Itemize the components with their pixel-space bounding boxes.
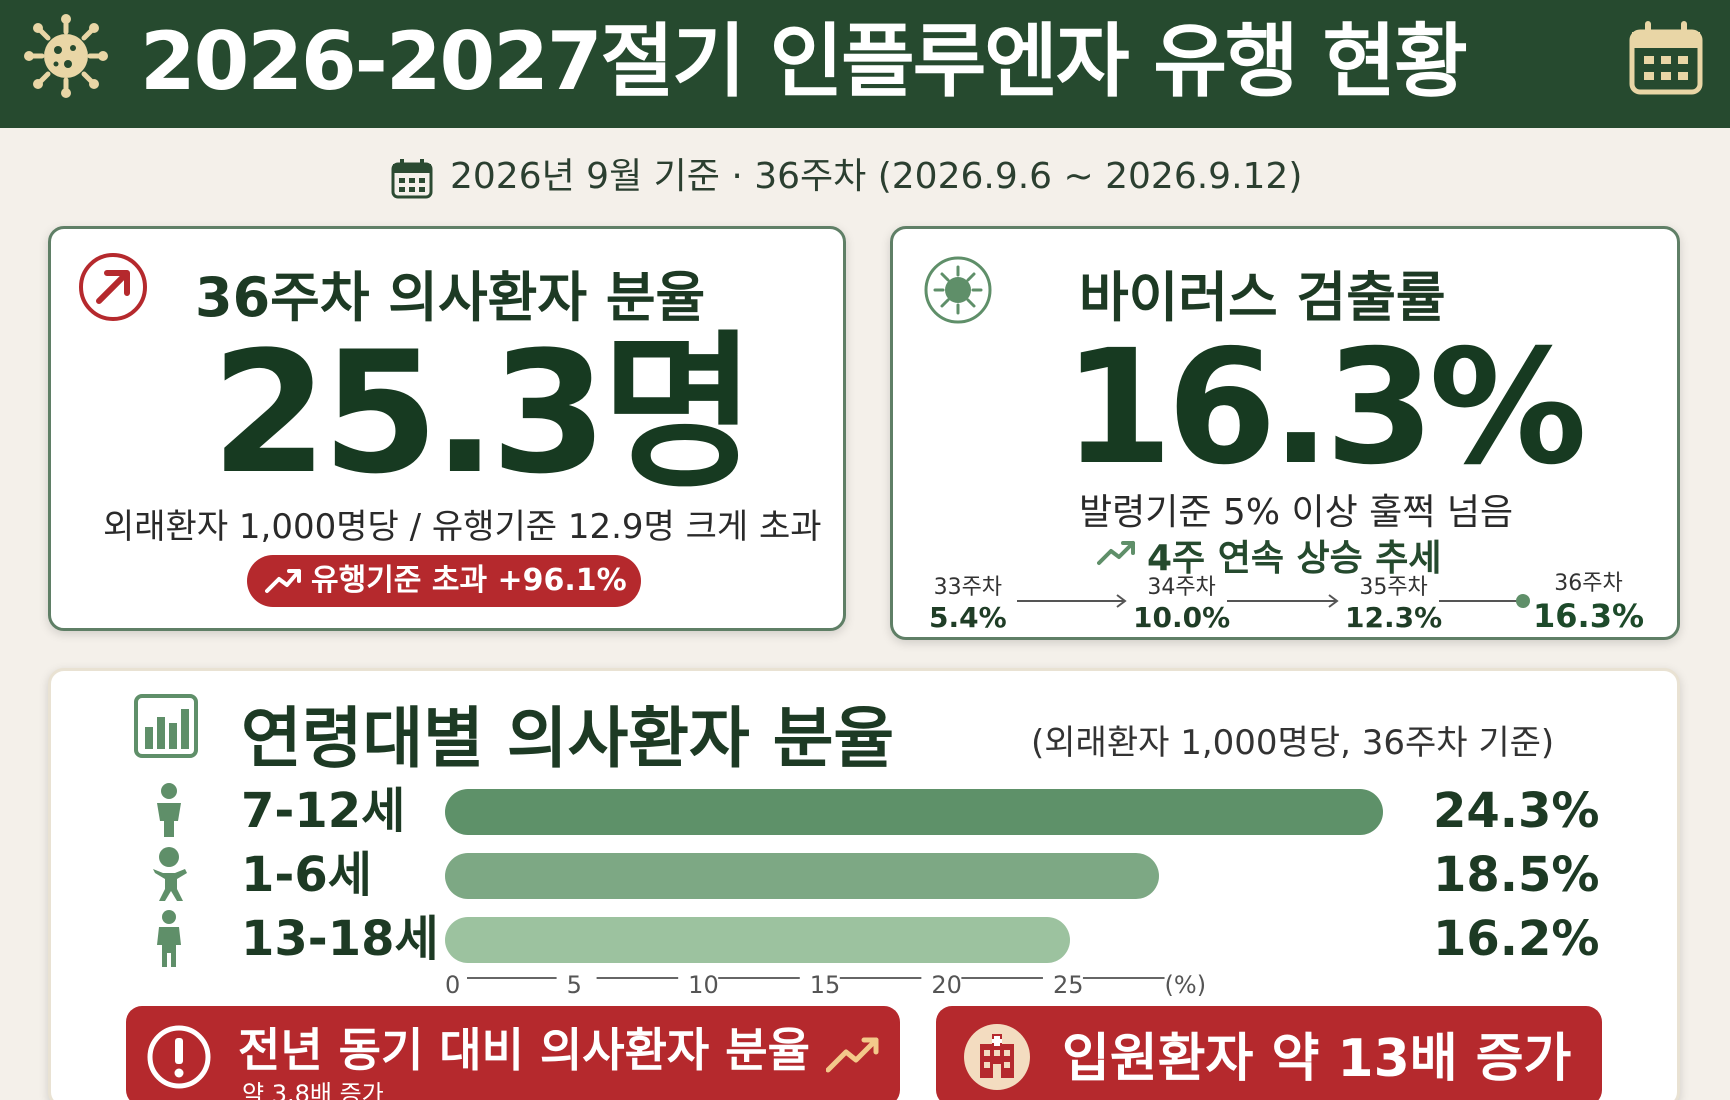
trend-up-circle-icon <box>79 253 147 321</box>
week-value: 12.3% <box>1345 601 1443 634</box>
trend-caption-text: 4주 연속 상승 추세 <box>1147 538 1442 579</box>
week-value: 10.0% <box>1133 601 1231 634</box>
trend-caption: 4주 연속 상승 추세 <box>1097 529 1442 581</box>
age-row: 13-18세 16.2% <box>51 909 1683 969</box>
week-item: 34주차 10.0% <box>1133 569 1230 634</box>
reference-date: 2026년 9월 기준 · 36주차 (2026.9.6 ~ 2026.9.12… <box>390 152 1350 202</box>
week-value: 16.3% <box>1533 597 1645 635</box>
age-row: 1-6세 18.5% <box>51 845 1683 905</box>
axis-tick-label: 10 <box>688 971 719 999</box>
virus-detection-subtitle: 발령기준 5% 이상 훌쩍 넘음 <box>1079 492 1514 533</box>
patient-rate-card: 36주차 의사환자 분율 25.3명 외래환자 1,000명당 / 유행기준 1… <box>48 226 846 631</box>
badge-text: 유행기준 초과 +96.1% <box>311 563 627 598</box>
patient-rate-value: 25.3명 <box>211 315 756 511</box>
age-label: 13-18세 <box>241 911 439 967</box>
trend-up-icon <box>826 1037 879 1073</box>
teen-icon <box>157 910 181 967</box>
virus-detection-title: 바이러스 검출률 <box>1079 266 1446 329</box>
axis-tick-label: (%) <box>1164 971 1207 999</box>
axis-tick-label: 5 <box>566 971 582 999</box>
patient-rate-subtitle: 외래환자 1,000명당 / 유행기준 12.9명 크게 초과 <box>103 507 822 547</box>
age-value: 16.2% <box>1433 911 1600 967</box>
age-label: 7-12세 <box>241 783 406 839</box>
patient-rate-title: 36주차 의사환자 분율 <box>195 266 706 329</box>
age-chart-note: (외래환자 1,000명당, 36주차 기준) <box>1031 723 1555 763</box>
axis-tick-label: 20 <box>931 971 962 999</box>
yoy-alert-text: 전년 동기 대비 의사환자 분율 <box>238 1023 810 1077</box>
child-icon <box>157 783 181 837</box>
week-value: 5.4% <box>929 601 1007 634</box>
yoy-alert-sub: 약 3.8배 증가 <box>242 1080 384 1100</box>
trend-up-icon <box>1097 541 1135 565</box>
axis-tick-label: 25 <box>1052 971 1084 999</box>
bar-chart-icon <box>134 694 198 758</box>
header-bar: 2026-2027절기 인플루엔자 유행 현황 <box>0 0 1730 128</box>
week-item: 35주차 12.3% <box>1345 569 1442 634</box>
age-value: 18.5% <box>1433 847 1600 903</box>
virus-detection-card: 바이러스 검출률 16.3% 발령기준 5% 이상 훌쩍 넘음 4주 연속 상승… <box>890 226 1680 640</box>
trend-up-icon <box>265 569 301 593</box>
age-row: 7-12세 24.3% <box>51 781 1683 841</box>
exclamation-icon <box>147 1025 211 1089</box>
toddler-icon <box>153 847 187 901</box>
calendar-icon <box>391 159 433 199</box>
calendar-icon <box>1629 21 1703 95</box>
reference-date-text: 2026년 9월 기준 · 36주차 (2026.9.6 ~ 2026.9.12… <box>450 156 1303 197</box>
week-label: 33주차 <box>933 575 1003 600</box>
virus-icon <box>24 14 108 98</box>
virus-icon <box>924 256 992 324</box>
age-label: 1-6세 <box>241 847 372 903</box>
page-title: 2026-2027절기 인플루엔자 유행 현황 <box>140 15 1468 108</box>
yoy-alert-banner: 전년 동기 대비 의사환자 분율 약 3.8배 증가 <box>126 1006 900 1100</box>
axis-tick-label: 0 <box>445 971 461 999</box>
axis-tick-label: 15 <box>809 971 841 999</box>
hospital-alert-text: 입원환자 약 13배 증가 <box>1062 1029 1572 1089</box>
age-bar <box>445 917 1071 963</box>
week-label: 36주차 <box>1554 571 1623 596</box>
age-bar <box>445 789 1383 835</box>
threshold-exceeded-badge: 유행기준 초과 +96.1% <box>247 555 641 607</box>
age-chart-title: 연령대별 의사환자 분율 <box>241 700 895 777</box>
week-label: 34주차 <box>1147 575 1216 600</box>
age-value: 24.3% <box>1433 783 1600 839</box>
week-item: 33주차 5.4% <box>929 569 1007 634</box>
hospital-icon <box>964 1024 1030 1090</box>
week-item: 36주차 16.3% <box>1533 565 1644 635</box>
virus-detection-value: 16.3% <box>1063 316 1587 500</box>
hospital-alert-banner: 입원환자 약 13배 증가 <box>936 1006 1602 1100</box>
age-bar <box>445 853 1160 899</box>
week-label: 35주차 <box>1359 575 1428 600</box>
